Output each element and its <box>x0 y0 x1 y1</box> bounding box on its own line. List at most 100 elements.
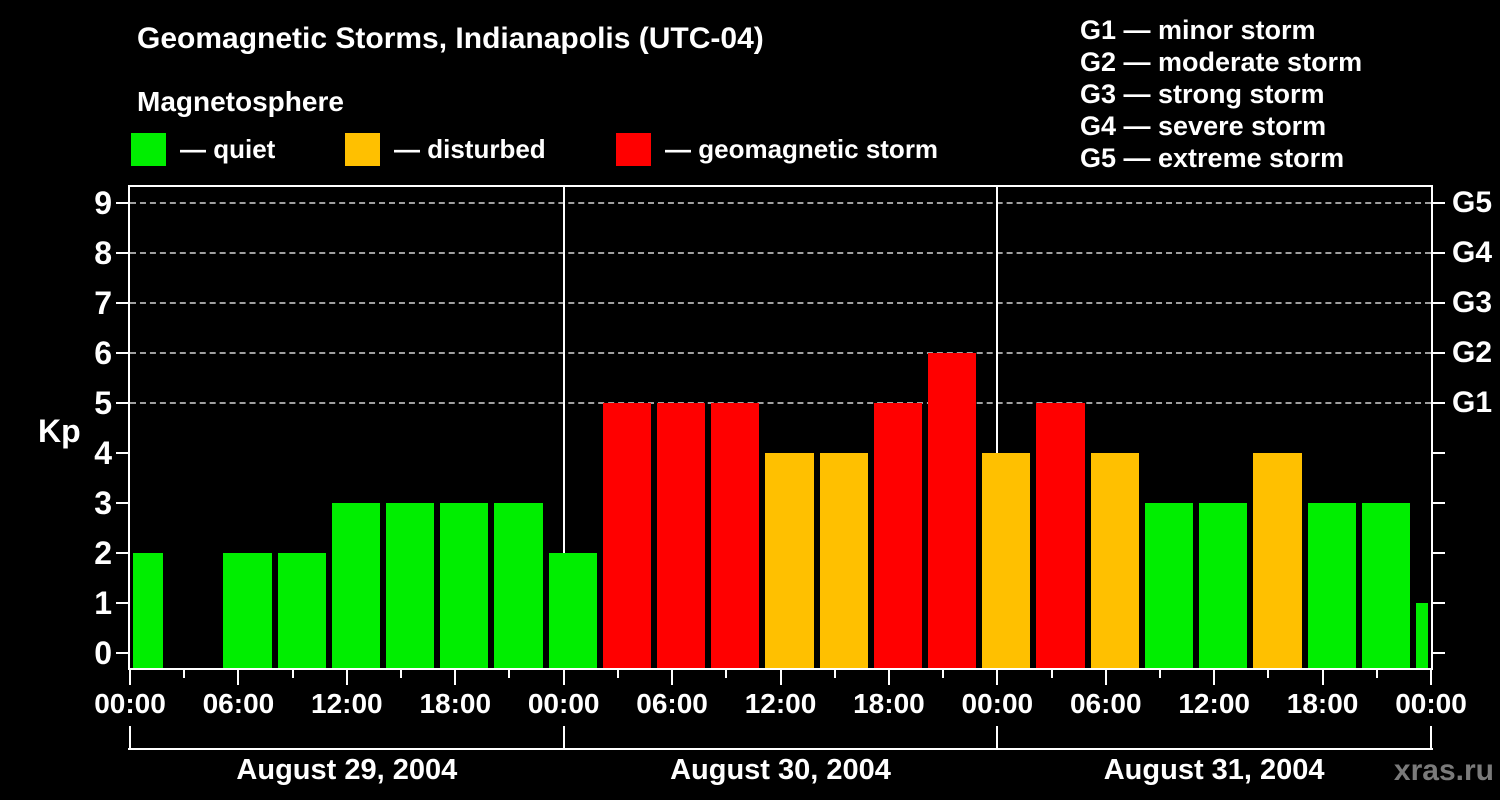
x-tick-label: 18:00 <box>1286 688 1359 719</box>
x-tick-minor <box>1158 670 1161 678</box>
kp-bar <box>1415 603 1428 668</box>
kp-bar <box>1307 503 1356 668</box>
y-tick-label: 9 <box>94 185 112 221</box>
kp-bar <box>711 403 760 668</box>
x-tick-major <box>129 670 131 685</box>
storm-scale-item: G2 — moderate storm <box>1080 47 1363 77</box>
y-tick <box>116 502 128 504</box>
y-tick <box>116 552 128 554</box>
kp-bar <box>765 453 814 668</box>
gridline-kp-6 <box>130 352 1431 354</box>
storm-scale-item: G4 — severe storm <box>1080 111 1327 141</box>
kp-bar <box>1199 503 1248 668</box>
y-tick <box>116 302 128 304</box>
x-tick-major <box>1213 670 1216 685</box>
storm-scale-item: G5 — extreme storm <box>1080 143 1345 173</box>
kp-bar <box>657 403 706 668</box>
legend-label-disturbed: — disturbed <box>394 134 546 164</box>
x-tick-minor <box>1267 670 1270 678</box>
date-label: August 30, 2004 <box>670 754 891 786</box>
y-tick-right <box>1433 402 1445 404</box>
bracket-tick <box>1430 726 1432 750</box>
x-tick-label: 12:00 <box>744 688 817 719</box>
kp-bar <box>1144 503 1194 668</box>
storm-scale-legend: G1 — minor storm G2 — moderate storm G3 — … <box>1080 14 1362 174</box>
y-tick-label: 0 <box>94 635 112 671</box>
plot-area <box>128 185 1433 670</box>
storm-scale-item: G1 — minor storm <box>1080 15 1316 45</box>
chart-title: Geomagnetic Storms, Indianapolis (UTC-04… <box>137 22 764 55</box>
y-tick <box>116 352 128 354</box>
kp-bar <box>1253 453 1302 668</box>
x-tick-major <box>345 670 348 685</box>
legend-swatch-storm <box>616 133 651 166</box>
x-tick-label: 06:00 <box>202 688 275 719</box>
kp-bar <box>982 453 1031 668</box>
x-tick-major <box>996 670 999 685</box>
watermark: xras.ru <box>1393 754 1494 787</box>
y-tick-right <box>1433 302 1445 304</box>
legend-swatch-quiet <box>131 133 166 166</box>
gridline-kp-8 <box>130 252 1431 254</box>
condition-legend: — quiet — disturbed — geomagnetic storm <box>0 133 1000 167</box>
x-tick-minor <box>508 670 511 678</box>
y-tick <box>116 252 128 254</box>
legend-item-disturbed: — disturbed <box>345 133 546 166</box>
right-axis-label-g3: G3 <box>1452 286 1493 319</box>
y-tick-right <box>1433 652 1445 654</box>
y-tick-label: 4 <box>94 435 112 471</box>
kp-bar <box>1090 453 1139 668</box>
day-boundary-line <box>562 187 565 668</box>
kp-bar <box>1361 503 1410 668</box>
x-tick-major <box>671 670 674 685</box>
gridline-kp-7 <box>130 302 1431 304</box>
bracket-tick <box>996 726 999 750</box>
y-tick <box>116 452 128 454</box>
right-axis-label-g1: G1 <box>1452 386 1493 419</box>
y-tick-right <box>1433 502 1445 504</box>
x-tick-minor <box>725 670 728 678</box>
y-tick <box>116 652 128 654</box>
x-tick-label: 12:00 <box>1178 688 1250 719</box>
kp-bar <box>385 503 435 668</box>
kp-bar <box>819 453 868 668</box>
x-tick-label: 12:00 <box>311 688 383 719</box>
legend-label-quiet: — quiet <box>180 134 276 164</box>
x-tick-label: 00:00 <box>961 688 1034 719</box>
bracket-tick <box>562 726 565 750</box>
y-tick-right <box>1433 552 1445 554</box>
right-axis-label-g2: G2 <box>1452 336 1493 369</box>
kp-bar <box>331 503 380 668</box>
kp-bar <box>548 553 597 668</box>
kp-bar <box>602 403 651 668</box>
y-tick-label: 1 <box>94 585 112 621</box>
x-tick-label: 06:00 <box>1069 688 1142 719</box>
kp-bar <box>133 553 164 668</box>
y-tick-label: 7 <box>94 285 112 321</box>
x-tick-major <box>237 670 240 685</box>
x-tick-minor <box>1375 670 1378 678</box>
y-tick-right <box>1433 602 1445 604</box>
x-tick-major <box>454 670 457 685</box>
y-tick-right <box>1433 202 1445 204</box>
y-tick <box>116 202 128 204</box>
y-tick-label: 3 <box>94 485 112 521</box>
x-tick-major <box>1104 670 1107 685</box>
y-tick-right <box>1433 452 1445 454</box>
x-tick-minor <box>183 670 186 678</box>
x-tick-label: 18:00 <box>419 688 492 719</box>
x-tick-label: 00:00 <box>94 688 166 719</box>
y-tick <box>116 402 128 404</box>
kp-bar <box>873 403 923 668</box>
kp-bar <box>1036 403 1085 668</box>
x-tick-minor <box>291 670 294 678</box>
y-tick-label: 6 <box>94 335 112 371</box>
x-tick-minor <box>1050 670 1053 678</box>
x-tick-major <box>562 670 565 685</box>
kp-bar <box>223 553 272 668</box>
kp-bar <box>494 503 543 668</box>
legend-item-quiet: — quiet <box>131 133 275 166</box>
x-tick-minor <box>833 670 836 678</box>
x-tick-minor <box>942 670 945 678</box>
